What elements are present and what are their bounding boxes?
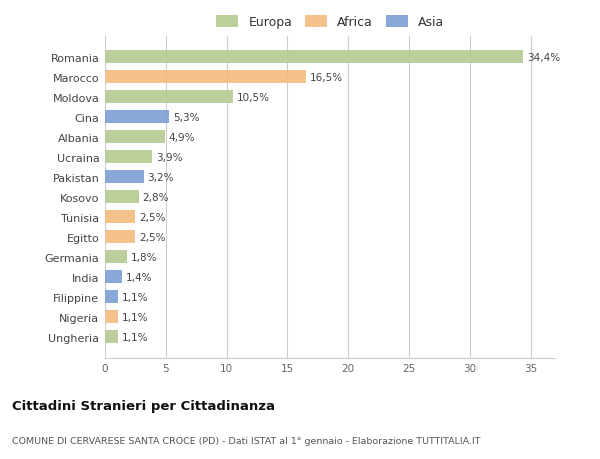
Bar bbox=[105, 71, 305, 84]
Text: 1,8%: 1,8% bbox=[131, 252, 157, 262]
Text: 10,5%: 10,5% bbox=[236, 93, 269, 103]
Text: 1,1%: 1,1% bbox=[122, 312, 149, 322]
Text: 2,5%: 2,5% bbox=[139, 232, 166, 242]
Text: 1,4%: 1,4% bbox=[125, 272, 152, 282]
Text: 4,9%: 4,9% bbox=[168, 133, 195, 143]
Bar bbox=[105, 211, 136, 224]
Bar bbox=[105, 330, 118, 343]
Bar bbox=[105, 131, 164, 144]
Bar bbox=[105, 251, 127, 263]
Bar bbox=[105, 51, 523, 64]
Text: 16,5%: 16,5% bbox=[310, 73, 343, 83]
Bar bbox=[105, 271, 122, 284]
Bar bbox=[105, 291, 118, 303]
Text: 3,9%: 3,9% bbox=[156, 152, 182, 162]
Bar bbox=[105, 191, 139, 204]
Bar bbox=[105, 311, 118, 324]
Bar bbox=[105, 171, 144, 184]
Legend: Europa, Africa, Asia: Europa, Africa, Asia bbox=[211, 11, 449, 34]
Bar bbox=[105, 91, 233, 104]
Text: COMUNE DI CERVARESE SANTA CROCE (PD) - Dati ISTAT al 1° gennaio - Elaborazione T: COMUNE DI CERVARESE SANTA CROCE (PD) - D… bbox=[12, 436, 481, 445]
Text: 2,8%: 2,8% bbox=[143, 192, 169, 202]
Text: Cittadini Stranieri per Cittadinanza: Cittadini Stranieri per Cittadinanza bbox=[12, 399, 275, 412]
Text: 1,1%: 1,1% bbox=[122, 332, 149, 342]
Bar bbox=[105, 111, 169, 124]
Text: 34,4%: 34,4% bbox=[527, 53, 560, 63]
Text: 1,1%: 1,1% bbox=[122, 292, 149, 302]
Text: 2,5%: 2,5% bbox=[139, 213, 166, 222]
Text: 3,2%: 3,2% bbox=[148, 173, 174, 182]
Text: 5,3%: 5,3% bbox=[173, 112, 200, 123]
Bar bbox=[105, 231, 136, 244]
Bar bbox=[105, 151, 152, 164]
